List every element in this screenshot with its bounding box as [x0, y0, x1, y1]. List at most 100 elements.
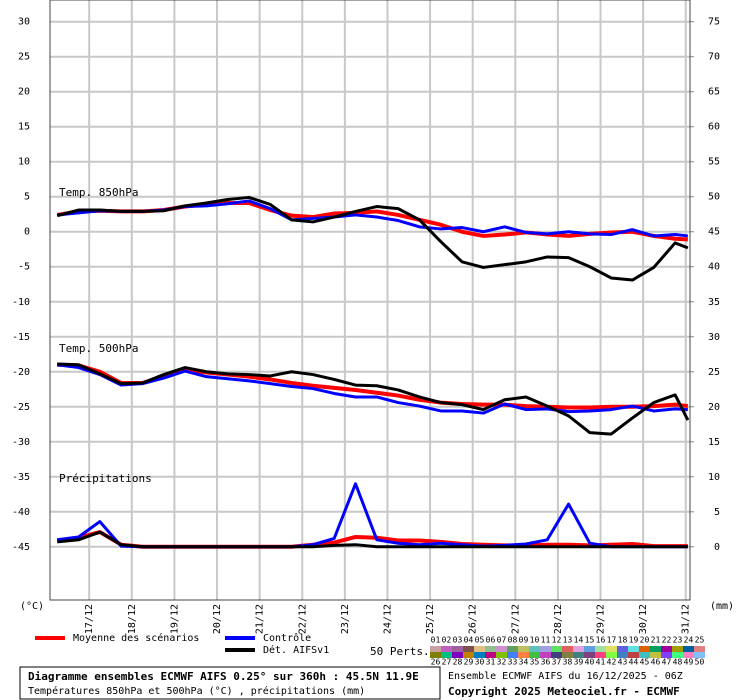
member-label: 06: [486, 636, 496, 645]
x-tick-label: 21/12: [255, 604, 266, 634]
y-tick-label: -10: [12, 297, 30, 308]
member-label: 24: [684, 636, 694, 645]
member-swatch: [595, 652, 606, 658]
y2-tick-label: 65: [708, 87, 720, 98]
x-tick-label: 17/12: [84, 604, 95, 634]
member-swatch: [584, 652, 595, 658]
member-swatch: [529, 652, 540, 658]
member-label: 40: [585, 658, 595, 667]
title-box: [19, 666, 441, 700]
member-label: 29: [464, 658, 474, 667]
y2-tick-label: 50: [708, 192, 720, 203]
y-tick-label: -35: [12, 472, 30, 483]
y-tick-label: -5: [18, 262, 30, 273]
member-label: 03: [453, 636, 463, 645]
member-swatch: [441, 646, 452, 652]
member-swatch: [595, 646, 606, 652]
y-tick-label: 10: [18, 157, 30, 168]
panel-label: Temp. 500hPa: [59, 342, 138, 355]
member-label: 21: [651, 636, 661, 645]
member-swatch: [496, 652, 507, 658]
x-tick-label: 20/12: [212, 604, 223, 634]
member-swatch: [474, 646, 485, 652]
member-swatch: [463, 652, 474, 658]
member-label: 48: [673, 658, 683, 667]
member-swatch: [617, 652, 628, 658]
member-label: 28: [453, 658, 463, 667]
members-title: 50 Perts.: [370, 645, 430, 658]
member-swatch: [694, 652, 705, 658]
y-tick-label: 20: [18, 87, 30, 98]
member-label: 20: [640, 636, 650, 645]
y-tick-label: 0: [24, 227, 30, 238]
y-tick-label: -30: [12, 437, 30, 448]
x-tick-label: 24/12: [382, 604, 393, 634]
member-swatch: [441, 652, 452, 658]
member-label: 12: [552, 636, 562, 645]
y2-tick-label: 40: [708, 262, 720, 273]
legend-label: Contrôle: [263, 632, 311, 644]
member-label: 36: [541, 658, 551, 667]
member-swatch: [628, 652, 639, 658]
y2-tick-label: 35: [708, 297, 720, 308]
member-label: 18: [618, 636, 628, 645]
member-swatch: [452, 652, 463, 658]
y2-axis-label: (mm): [710, 601, 734, 612]
member-swatch: [661, 652, 672, 658]
x-tick-label: 27/12: [510, 604, 521, 634]
member-swatch: [661, 646, 672, 652]
y2-tick-label: 70: [708, 52, 720, 63]
member-label: 34: [519, 658, 529, 667]
member-label: 08: [508, 636, 518, 645]
y2-tick-label: 10: [708, 472, 720, 483]
member-swatch: [650, 646, 661, 652]
member-swatch: [694, 646, 705, 652]
y2-tick-label: 30: [708, 332, 720, 343]
member-label: 42: [607, 658, 617, 667]
x-tick-label: 31/12: [681, 604, 692, 634]
member-swatch: [562, 646, 573, 652]
member-label: 30: [475, 658, 485, 667]
x-tick-label: 19/12: [169, 604, 180, 634]
member-label: 07: [497, 636, 507, 645]
y2-tick-label: 15: [708, 437, 720, 448]
x-tick-label: 23/12: [340, 604, 351, 634]
member-swatch: [573, 652, 584, 658]
member-swatch: [474, 652, 485, 658]
member-swatch: [551, 646, 562, 652]
member-label: 35: [530, 658, 540, 667]
x-tick-label: 30/12: [638, 604, 649, 634]
y2-tick-label: 60: [708, 122, 720, 133]
member-label: 17: [607, 636, 617, 645]
chart-title: Diagramme ensembles ECMWF AIFS 0.25° sur…: [28, 670, 419, 683]
member-label: 43: [618, 658, 628, 667]
member-swatch: [650, 652, 661, 658]
y-tick-label: 5: [24, 192, 30, 203]
y-tick-label: 25: [18, 52, 30, 63]
y-tick-label: 30: [18, 17, 30, 28]
member-swatch: [507, 652, 518, 658]
copyright: Copyright 2025 Meteociel.fr - ECMWF: [448, 685, 680, 698]
x-tick-label: 26/12: [468, 604, 479, 634]
member-swatch: [518, 652, 529, 658]
member-swatch: [507, 646, 518, 652]
run-info: Ensemble ECMWF AIFS du 16/12/2025 - 06Z: [448, 671, 683, 682]
member-swatch: [628, 646, 639, 652]
series-line: [57, 363, 688, 415]
member-label: 05: [475, 636, 485, 645]
member-swatch: [540, 652, 551, 658]
panel-label: Précipitations: [59, 472, 152, 485]
member-swatch: [430, 652, 441, 658]
y2-tick-label: 75: [708, 17, 720, 28]
y2-tick-label: 0: [714, 542, 720, 553]
plot-frame: [49, 0, 691, 601]
member-label: 23: [673, 636, 683, 645]
member-label: 31: [486, 658, 496, 667]
member-swatch: [672, 652, 683, 658]
y2-tick-label: 5: [714, 507, 720, 518]
y-tick-label: -20: [12, 367, 30, 378]
member-label: 50: [695, 658, 705, 667]
series-line: [57, 362, 690, 436]
member-label: 39: [574, 658, 584, 667]
